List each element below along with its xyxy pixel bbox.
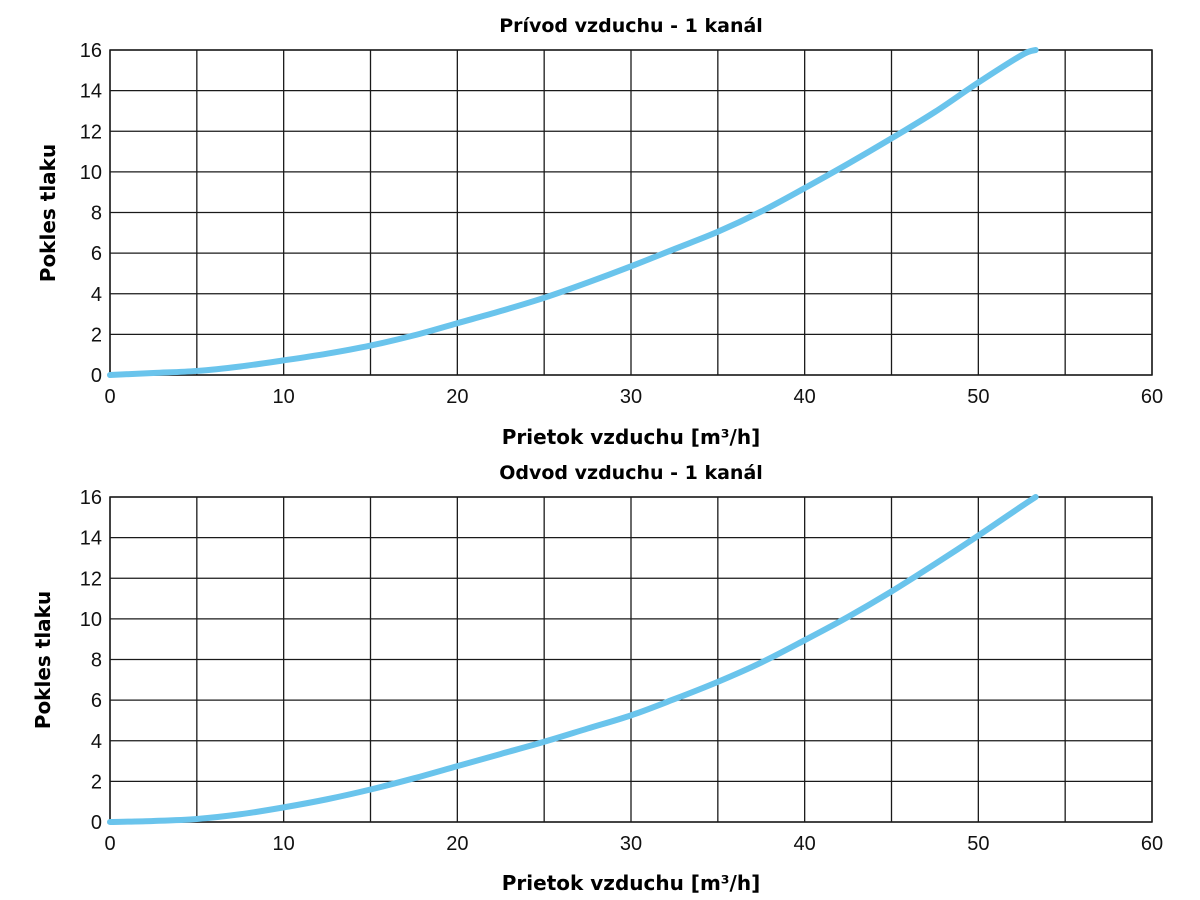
x-tick-label: 0 xyxy=(104,386,115,408)
x-tick-label: 40 xyxy=(794,833,816,855)
x-tick-label: 50 xyxy=(967,833,989,855)
x-tick-label: 30 xyxy=(620,386,642,408)
y-axis-label: Pokles tlaku xyxy=(31,591,55,729)
x-tick-label: 10 xyxy=(273,386,295,408)
y-axis-label: Pokles tlaku xyxy=(36,144,60,282)
x-tick-label: 30 xyxy=(620,833,642,855)
y-tick-label: 2 xyxy=(91,771,102,793)
x-tick-label: 10 xyxy=(273,833,295,855)
y-tick-label: 12 xyxy=(80,121,102,143)
x-tick-label: 0 xyxy=(104,833,115,855)
chart-privod: Prívod vzduchu - 1 kanál 0 10 20 30 40 50 60 0 2… xyxy=(36,15,1163,449)
y-tick-label: 6 xyxy=(91,690,102,712)
chart-title: Odvod vzduchu - 1 kanál xyxy=(499,462,763,484)
y-tick-label: 16 xyxy=(80,487,102,509)
chart-plot: 0 10 20 30 40 50 60 0 2 4 6 8 10 12 14 16 Prietok vzduc… xyxy=(36,40,1163,449)
x-tick-label: 20 xyxy=(446,386,468,408)
x-axis-label: Prietok vzduchu [m³/h] xyxy=(502,871,760,895)
y-tick-label: 8 xyxy=(91,650,102,672)
y-tick-label: 6 xyxy=(91,243,102,265)
y-tick-label: 0 xyxy=(91,365,102,387)
plot-frame xyxy=(109,496,1153,823)
y-tick-label: 14 xyxy=(80,528,102,550)
y-tick-label: 14 xyxy=(80,81,102,103)
y-tick-label: 10 xyxy=(80,609,102,631)
chart-plot: 0 10 20 30 40 50 60 0 2 4 6 8 10 12 14 16 Prietok vzduc… xyxy=(31,487,1163,895)
y-tick-label: 2 xyxy=(91,324,102,346)
chart-odvod: Odvod vzduchu - 1 kanál 0 10 20 30 40 50 60 0 2 4… xyxy=(0,450,1200,900)
x-axis-label: Prietok vzduchu [m³/h] xyxy=(502,425,760,449)
x-tick-label: 50 xyxy=(967,386,989,408)
y-tick-label: 16 xyxy=(80,40,102,62)
series-line xyxy=(107,47,1039,378)
y-tick-label: 4 xyxy=(91,284,102,306)
y-tick-label: 0 xyxy=(91,812,102,834)
series-line xyxy=(107,494,1039,825)
y-tick-label: 8 xyxy=(91,203,102,225)
x-tick-label: 40 xyxy=(794,386,816,408)
y-tick-label: 4 xyxy=(91,731,102,753)
y-tick-label: 10 xyxy=(80,162,102,184)
x-tick-label: 20 xyxy=(446,833,468,855)
plot-frame xyxy=(109,49,1153,376)
chart-title: Prívod vzduchu - 1 kanál xyxy=(499,15,763,37)
x-tick-label: 60 xyxy=(1141,833,1163,855)
x-tick-label: 60 xyxy=(1141,386,1163,408)
y-tick-label: 12 xyxy=(80,568,102,590)
